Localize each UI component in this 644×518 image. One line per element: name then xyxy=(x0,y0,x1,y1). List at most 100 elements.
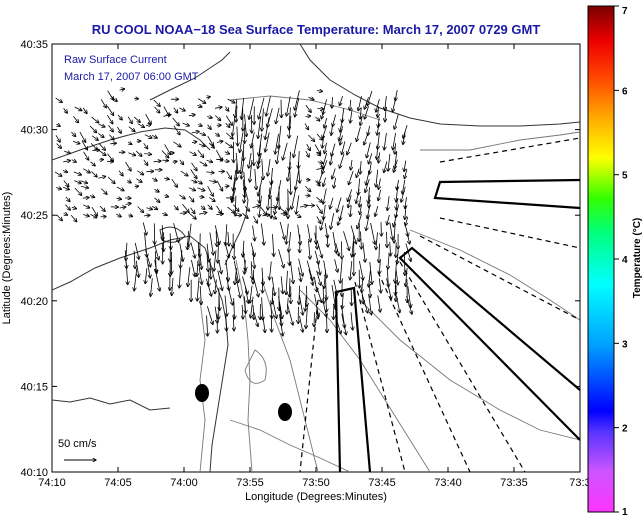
current-vector xyxy=(334,315,341,334)
current-vector xyxy=(108,124,114,132)
lane-line xyxy=(439,217,581,249)
current-vector xyxy=(65,204,70,210)
current-vector xyxy=(361,294,368,313)
current-vector xyxy=(298,161,300,183)
current-vector xyxy=(116,186,124,191)
current-vector xyxy=(286,96,291,116)
current-vector xyxy=(133,116,140,123)
current-vector xyxy=(73,171,82,175)
current-vector xyxy=(397,180,399,190)
current-vector xyxy=(343,231,350,250)
current-vector xyxy=(244,171,245,192)
current-vector xyxy=(200,205,205,210)
current-vector xyxy=(92,150,99,151)
chart-title: RU COOL NOAA−18 Sea Surface Temperature:… xyxy=(92,22,541,37)
current-vector xyxy=(128,215,132,217)
current-vector xyxy=(106,105,113,116)
current-vector xyxy=(180,170,188,176)
current-vector xyxy=(146,258,150,278)
lane-line xyxy=(299,299,319,473)
current-vector xyxy=(107,114,112,124)
current-vector xyxy=(340,135,343,146)
current-vector xyxy=(306,143,311,151)
current-vector xyxy=(378,117,379,127)
current-vector xyxy=(127,181,131,183)
current-vector xyxy=(348,195,352,208)
current-vector xyxy=(241,159,245,179)
current-vector xyxy=(277,144,281,164)
current-vector xyxy=(253,216,257,223)
current-vector xyxy=(207,117,212,119)
current-vector xyxy=(317,261,321,275)
current-vector xyxy=(207,124,212,130)
current-vector xyxy=(162,160,168,161)
current-vector xyxy=(296,195,300,214)
current-vector xyxy=(240,150,244,174)
current-vector xyxy=(227,285,233,305)
current-vector xyxy=(89,196,95,198)
y-tick-label: 40:25 xyxy=(20,210,48,222)
current-vector xyxy=(242,304,243,319)
current-vector xyxy=(350,99,351,111)
current-vector xyxy=(198,248,201,269)
current-vector xyxy=(224,242,229,258)
current-vector xyxy=(198,242,199,266)
current-vector xyxy=(342,141,346,154)
current-vector xyxy=(214,250,217,271)
current-vector xyxy=(64,151,70,153)
current-vector xyxy=(316,196,323,202)
current-vector xyxy=(308,97,314,100)
current-vector xyxy=(145,249,151,267)
scale-label: 50 cm/s xyxy=(58,438,97,450)
current-vector xyxy=(72,141,80,144)
current-vector xyxy=(191,142,197,143)
current-vector xyxy=(314,312,315,326)
current-vector xyxy=(56,214,63,221)
current-vector xyxy=(337,197,342,212)
current-vector xyxy=(289,278,290,297)
x-axis-label: Longitude (Degrees:Minutes) xyxy=(245,491,387,503)
current-vector xyxy=(99,150,107,156)
tsz-southeast xyxy=(398,246,581,441)
current-vector xyxy=(324,117,328,128)
current-vector xyxy=(224,106,228,112)
current-vector xyxy=(305,195,310,196)
current-vector xyxy=(207,315,208,337)
current-vector xyxy=(279,314,283,336)
current-vector xyxy=(207,204,212,210)
current-vector xyxy=(144,134,152,138)
current-vector xyxy=(197,181,203,184)
current-vector xyxy=(253,276,258,297)
current-vector xyxy=(116,214,121,217)
current-vector xyxy=(289,249,290,265)
current-vector xyxy=(368,153,373,164)
x-tick-label: 74:10 xyxy=(38,477,66,489)
current-vector xyxy=(56,124,60,126)
current-vector xyxy=(341,313,347,335)
current-vector xyxy=(146,208,153,210)
current-vector xyxy=(71,207,77,209)
current-vector xyxy=(406,231,410,244)
current-vector xyxy=(367,142,371,158)
current-vector xyxy=(54,171,62,176)
current-vector xyxy=(352,241,354,257)
current-vector xyxy=(92,135,98,141)
current-vector xyxy=(289,115,292,138)
current-vector xyxy=(242,276,248,295)
current-vector xyxy=(73,116,78,123)
current-vector xyxy=(314,276,317,292)
current-vector xyxy=(314,232,318,249)
current-vector xyxy=(197,98,206,104)
current-vector xyxy=(280,214,287,215)
current-vector xyxy=(62,171,68,173)
current-vector xyxy=(289,232,291,252)
current-vector xyxy=(83,151,89,160)
current-vector xyxy=(276,107,280,124)
current-vector xyxy=(118,170,123,176)
current-vector xyxy=(90,161,96,166)
current-vector xyxy=(82,168,90,173)
current-vector xyxy=(173,223,179,242)
current-vector xyxy=(119,207,126,208)
current-vector xyxy=(387,214,390,225)
current-vector xyxy=(369,270,371,287)
